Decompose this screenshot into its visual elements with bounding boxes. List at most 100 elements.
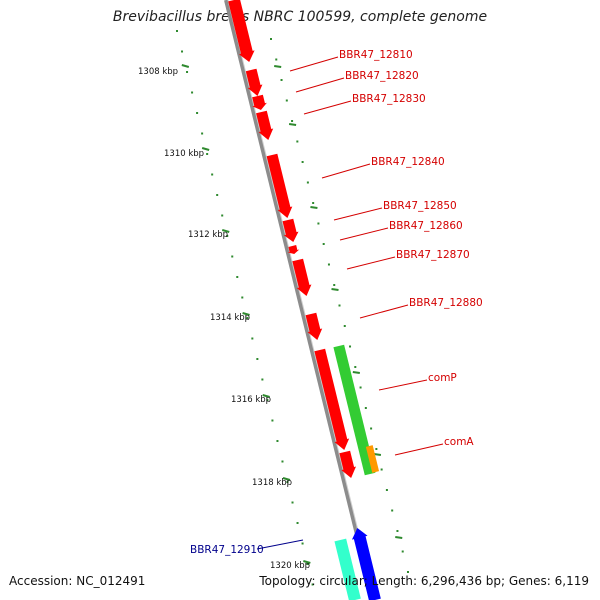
label-leader-line xyxy=(346,256,396,270)
kbp-label: 1312 kbp xyxy=(188,230,228,240)
kbp-label: 1318 kbp xyxy=(252,478,292,488)
tick-dot xyxy=(196,112,199,114)
tick-dot xyxy=(241,296,244,299)
gene-label[interactable]: BBR47_12850 xyxy=(383,200,457,212)
gene-label[interactable]: BBR47_12840 xyxy=(371,156,445,168)
tick-dot xyxy=(271,419,274,422)
tick-dot xyxy=(285,99,288,102)
tick-dot xyxy=(291,501,294,504)
tick-dot xyxy=(406,571,409,573)
tick-dot xyxy=(364,407,367,409)
gene-arrow[interactable] xyxy=(252,94,267,110)
kbp-label: 1308 kbp xyxy=(138,67,178,77)
gene-label[interactable]: BBR47_12820 xyxy=(345,70,419,82)
tick-dot xyxy=(301,542,304,545)
label-leader-line xyxy=(378,379,428,391)
tick-dot xyxy=(176,30,178,32)
gene-arrow[interactable] xyxy=(333,344,376,476)
tick-dot xyxy=(338,304,341,307)
gene-arrow[interactable] xyxy=(334,538,361,600)
tick-dot xyxy=(385,489,388,491)
minor-tick xyxy=(352,371,360,374)
gene-label[interactable]: comP xyxy=(428,372,457,384)
label-leader-line xyxy=(394,443,444,456)
minor-tick xyxy=(288,123,297,126)
gene-arrow[interactable] xyxy=(314,348,350,450)
tick-dot xyxy=(327,263,330,266)
major-tick xyxy=(262,394,270,398)
tick-dot xyxy=(286,481,289,483)
tick-dot xyxy=(276,440,279,442)
gene-arrow[interactable] xyxy=(351,528,381,600)
kbp-labels: 1308 kbp 1310 kbp 1312 kbp 1314 kbp 1316 kbp… xyxy=(138,67,310,571)
gene-label[interactable]: comA xyxy=(444,436,474,448)
tick-dot xyxy=(311,583,314,586)
tick-dot xyxy=(191,91,194,94)
tick-dot xyxy=(231,255,234,258)
tick-dot xyxy=(246,317,249,319)
tick-dot xyxy=(186,71,189,73)
major-tick xyxy=(201,147,210,151)
gene-arrow[interactable] xyxy=(256,110,274,140)
gene-label[interactable]: BBR47_12870 xyxy=(396,249,470,261)
gene-arrow[interactable] xyxy=(365,445,380,473)
tick-dot xyxy=(266,399,269,401)
kbp-label: 1314 kbp xyxy=(210,313,250,323)
tick-dot xyxy=(306,181,309,184)
gene-label[interactable]: BBR47_12810 xyxy=(339,49,413,61)
tick-dot xyxy=(349,345,352,348)
gene-arrow[interactable] xyxy=(292,258,312,296)
label-leader-line xyxy=(339,227,389,241)
tick-dot xyxy=(275,58,278,61)
major-tick xyxy=(282,477,291,481)
accession-text: Accession: NC_012491 xyxy=(9,574,146,588)
tick-dot xyxy=(206,153,209,155)
major-tick xyxy=(181,64,190,68)
tick-dot xyxy=(401,550,404,553)
minor-tick xyxy=(395,536,403,539)
label-leader-line xyxy=(359,304,409,319)
tick-dot xyxy=(216,194,219,196)
major-tick xyxy=(303,560,311,564)
label-leader-line xyxy=(289,56,339,72)
tick-dot xyxy=(236,276,239,278)
tick-dot xyxy=(201,132,204,135)
label-leader-line xyxy=(295,77,345,93)
tick-dot xyxy=(280,79,283,81)
tick-dot xyxy=(375,448,378,450)
gene-arrow[interactable] xyxy=(287,245,300,254)
tick-dot xyxy=(322,243,325,245)
tick-dot xyxy=(391,509,394,512)
gene-label[interactable]: BBR47_12910 xyxy=(190,544,264,556)
gene-label[interactable]: BBR47_12830 xyxy=(352,93,426,105)
tick-dot xyxy=(380,468,383,471)
minor-tick xyxy=(331,288,339,291)
tick-dot xyxy=(256,358,259,360)
tick-dot xyxy=(359,386,362,389)
kbp-label: 1316 kbp xyxy=(231,395,271,405)
gene-arrow[interactable] xyxy=(266,153,293,218)
genome-backbone-highlight xyxy=(227,0,376,600)
tick-dot xyxy=(251,337,254,340)
minor-tick xyxy=(274,65,282,68)
gene-arrow[interactable] xyxy=(282,218,299,242)
gene-arrow[interactable] xyxy=(305,312,323,340)
tick-dot xyxy=(296,522,299,524)
gene-label[interactable]: BBR47_12880 xyxy=(409,297,483,309)
tick-dot xyxy=(296,140,299,143)
tick-dot xyxy=(354,366,357,368)
tick-dot xyxy=(301,161,304,163)
gene-arrow[interactable] xyxy=(228,0,255,62)
gene-label[interactable]: BBR47_12860 xyxy=(389,220,463,232)
label-leader-line xyxy=(303,100,352,115)
gene-arrow[interactable] xyxy=(339,450,357,478)
gene-arrow[interactable] xyxy=(245,68,263,96)
kbp-label: 1320 kbp xyxy=(270,561,310,571)
tick-dot xyxy=(291,120,294,122)
tick-dot xyxy=(181,50,184,53)
tick-dot xyxy=(270,38,272,40)
tick-dot xyxy=(211,173,214,176)
gene-labels: BBR47_12810 BBR47_12820 BBR47_12830 BBR47_1… xyxy=(190,49,483,556)
minor-tick xyxy=(373,453,382,456)
